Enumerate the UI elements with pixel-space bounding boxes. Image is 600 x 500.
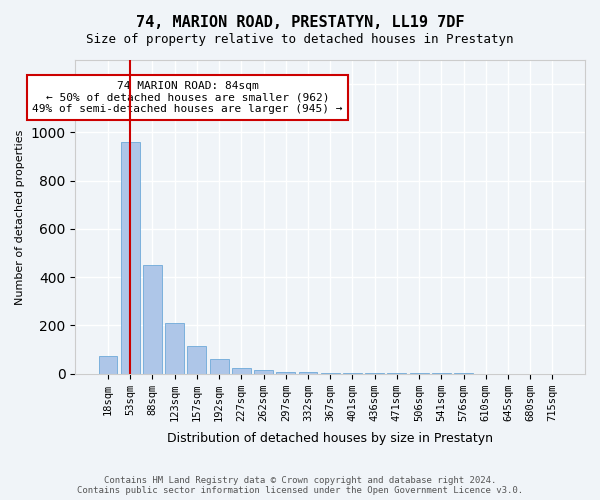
Bar (277, 372, 295, 374)
X-axis label: Distribution of detached houses by size in Prestatyn: Distribution of detached houses by size … (167, 432, 493, 445)
Text: 74 MARION ROAD: 84sqm
← 50% of detached houses are smaller (962)
49% of semi-det: 74 MARION ROAD: 84sqm ← 50% of detached … (32, 81, 343, 114)
Bar (98, 356, 118, 374)
Bar (321, 373, 340, 374)
Text: Contains HM Land Registry data © Crown copyright and database right 2024.
Contai: Contains HM Land Registry data © Crown c… (77, 476, 523, 495)
Bar (143, 265, 162, 374)
Bar (232, 368, 251, 374)
Bar (121, 142, 140, 374)
Bar (187, 346, 206, 374)
Bar (254, 370, 273, 374)
Text: 74, MARION ROAD, PRESTATYN, LL19 7DF: 74, MARION ROAD, PRESTATYN, LL19 7DF (136, 15, 464, 30)
Bar (165, 323, 184, 374)
Bar (209, 359, 229, 374)
Text: Size of property relative to detached houses in Prestatyn: Size of property relative to detached ho… (86, 32, 514, 46)
Y-axis label: Number of detached properties: Number of detached properties (15, 129, 25, 304)
Bar (299, 372, 317, 374)
